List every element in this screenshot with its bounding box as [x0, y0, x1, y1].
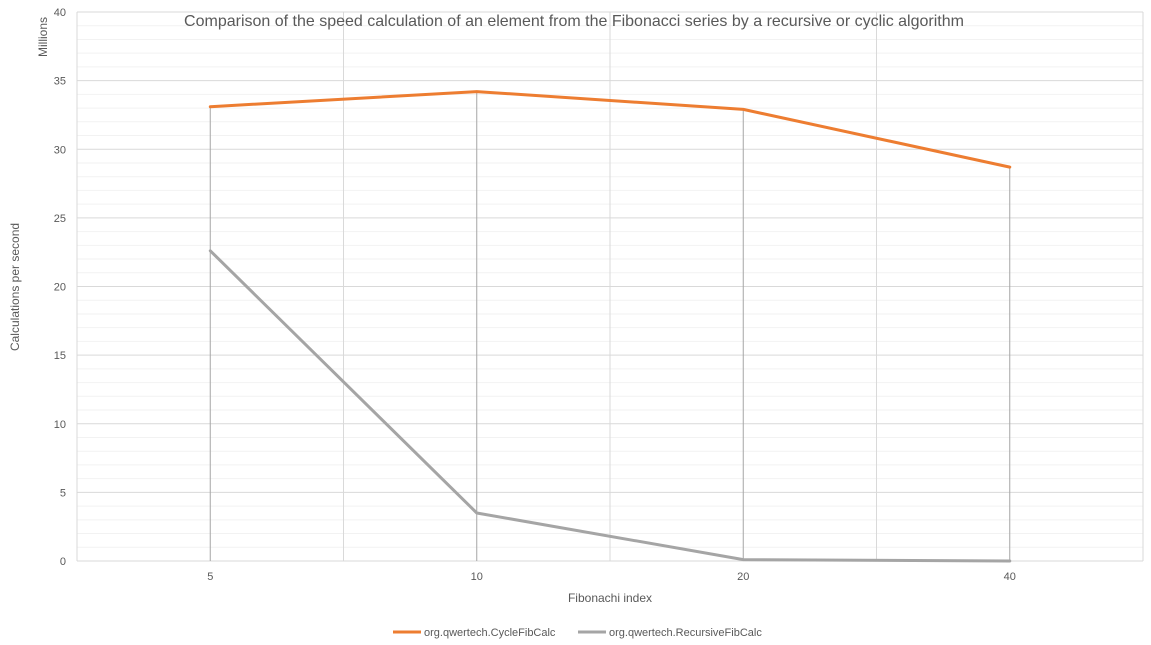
series-line-0: [208, 90, 1012, 169]
drop-lines: [209, 91, 1011, 561]
legend-item-cycle: org.qwertech.CycleFibCalc: [393, 627, 556, 639]
series-lines: [208, 90, 1012, 563]
legend-label-cycle: org.qwertech.CycleFibCalc: [424, 627, 556, 639]
y-axis-title: Calculations per second: [8, 223, 22, 351]
y-tick-label: 30: [54, 144, 66, 156]
y-tick-label: 5: [60, 487, 66, 499]
y-axis-ticks: 0 5 10 15 20 25 30 35 40: [54, 7, 66, 568]
chart-title: Comparison of the speed calculation of a…: [184, 13, 964, 30]
x-tick-label: 20: [737, 571, 749, 583]
legend: org.qwertech.CycleFibCalc org.qwertech.R…: [393, 627, 762, 639]
y-tick-label: 40: [54, 7, 66, 19]
vertical-gridlines: [76, 12, 1144, 561]
legend-label-recursive: org.qwertech.RecursiveFibCalc: [609, 627, 762, 639]
y-tick-label: 15: [54, 350, 66, 362]
series-line-1: [208, 249, 1012, 563]
x-axis-title: Fibonachi index: [568, 591, 652, 605]
x-tick-label: 10: [471, 571, 483, 583]
y-axis-unit: Millions: [36, 17, 50, 57]
x-tick-label: 40: [1004, 571, 1016, 583]
y-tick-label: 25: [54, 213, 66, 225]
x-tick-label: 5: [207, 571, 213, 583]
y-tick-label: 35: [54, 76, 66, 88]
y-tick-label: 0: [60, 556, 66, 568]
legend-item-recursive: org.qwertech.RecursiveFibCalc: [578, 627, 762, 639]
x-axis-ticks: 5 10 20 40: [207, 571, 1016, 583]
y-tick-label: 20: [54, 282, 66, 294]
y-tick-label: 10: [54, 419, 66, 431]
